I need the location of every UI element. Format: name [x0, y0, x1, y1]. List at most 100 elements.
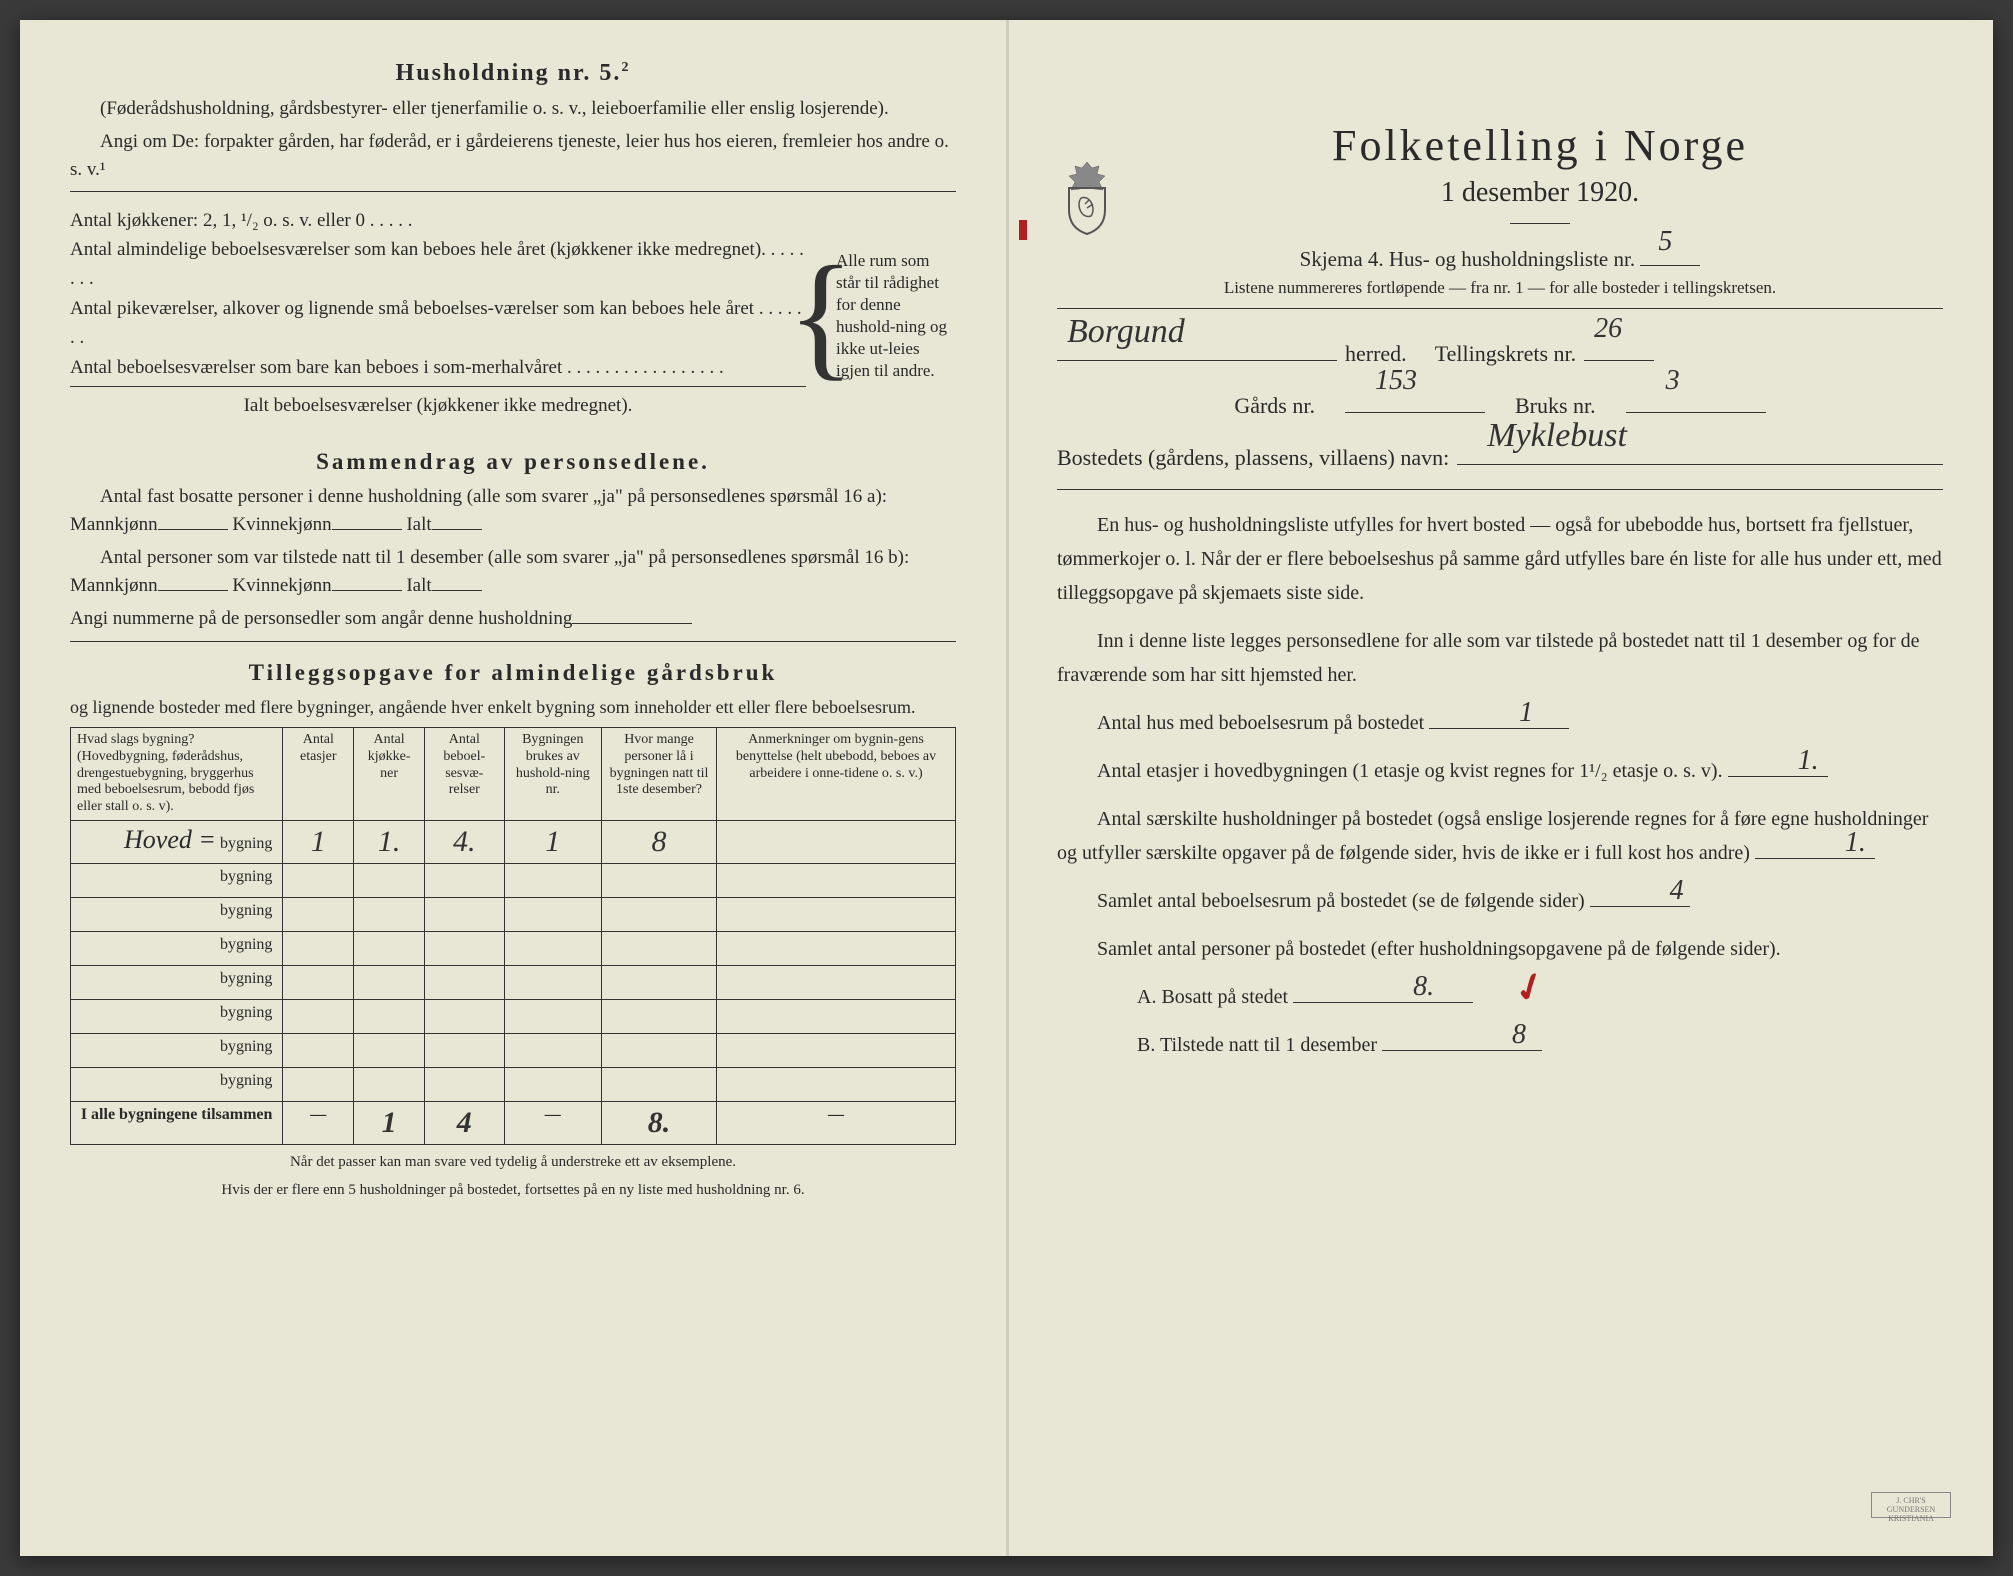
- tv1: 1: [354, 1102, 425, 1145]
- th-4: Bygningen brukes av hushold-ning nr.: [504, 728, 601, 821]
- title-rule: [1510, 223, 1570, 224]
- table-row: bygning: [71, 898, 956, 932]
- line-kjokkener: Antal kjøkkener: 2, 1, ¹/₂ o. s. v. elle…: [70, 206, 806, 235]
- line-sommer: Antal beboelsesværelser som bare kan beb…: [70, 353, 806, 382]
- tellingskrets-nr: 26: [1594, 313, 1622, 345]
- heading-sup: 2: [621, 60, 630, 75]
- coat-of-arms-icon: [1057, 160, 1117, 235]
- th-1: Antal etasjer: [283, 728, 354, 821]
- tv4: 8.: [601, 1102, 716, 1145]
- qB: B. Tilstede natt til 1 desember 8: [1057, 1028, 1943, 1062]
- herred-value: Borgund: [1067, 313, 1185, 351]
- heading-text: Husholdning nr. 5.: [396, 60, 622, 86]
- table-row: bygning: [71, 1068, 956, 1102]
- table-row: Hoved = bygning 1 1. 4. 1 8: [71, 821, 956, 864]
- q4-val: 4: [1630, 867, 1684, 915]
- qA: A. Bosatt på stedet 8. ✓: [1057, 980, 1943, 1014]
- left-heading: Husholdning nr. 5.2: [70, 60, 956, 87]
- s2c: Ialt: [406, 575, 431, 596]
- bruks-nr: 3: [1666, 365, 1680, 397]
- q4-lbl: Samlet antal beboelsesrum på bostedet (s…: [1097, 890, 1585, 912]
- listene-note: Listene nummereres fortløpende — fra nr.…: [1057, 278, 1943, 298]
- bosted-lbl: Bostedets (gårdens, plassens, villaens) …: [1057, 445, 1449, 471]
- q2-lbl: Antal etasjer i hovedbygningen (1 etasje…: [1097, 760, 1723, 782]
- q1-lbl: Antal hus med beboelsesrum på bostedet: [1097, 712, 1424, 734]
- tv3: —: [504, 1102, 601, 1145]
- line-alm: Antal almindelige beboelsesværelser som …: [70, 235, 806, 294]
- q5: Samlet antal personer på bostedet (efter…: [1057, 932, 1943, 966]
- table-row: bygning: [71, 864, 956, 898]
- building-table: Hvad slags bygning? (Hovedbygning, føder…: [70, 727, 956, 1145]
- herred-lbl: herred.: [1345, 341, 1407, 367]
- brace-glyph: {: [806, 202, 836, 431]
- q1-val: 1: [1479, 689, 1533, 737]
- bosted-value: Myklebust: [1487, 417, 1627, 455]
- r1c2: 1.: [354, 821, 425, 864]
- bosted-row: Bostedets (gårdens, plassens, villaens) …: [1057, 437, 1943, 471]
- tv5: —: [717, 1102, 956, 1145]
- th-2: Antal kjøkke-ner: [354, 728, 425, 821]
- para-1: En hus- og husholdningsliste utfylles fo…: [1057, 508, 1943, 610]
- r1c4: 1: [504, 821, 601, 864]
- table-row: bygning: [71, 932, 956, 966]
- intro-2: Angi om De: forpakter gården, har føderå…: [70, 128, 956, 185]
- s1c: Ialt: [406, 514, 431, 535]
- s1b: Kvinnekjønn: [232, 514, 331, 535]
- totals-lbl: I alle bygningene tilsammen: [71, 1102, 283, 1145]
- tillegg-title: Tilleggsopgave for almindelige gårdsbruk: [70, 660, 956, 686]
- row-suffix: bygning: [220, 835, 272, 852]
- gards-lbl: Gårds nr.: [1234, 393, 1315, 419]
- row1-hw: Hoved =: [124, 825, 216, 854]
- sammendrag-2: Antal personer som var tilstede natt til…: [70, 544, 956, 601]
- rs: bygning: [71, 1034, 283, 1068]
- rule-r1: [1057, 308, 1943, 309]
- qB-lbl: B. Tilstede natt til 1 desember: [1137, 1034, 1377, 1056]
- bruks-lbl: Bruks nr.: [1515, 393, 1596, 419]
- r1c6: [717, 821, 956, 864]
- q4: Samlet antal beboelsesrum på bostedet (s…: [1057, 884, 1943, 918]
- r1c5: 8: [601, 821, 716, 864]
- s1a: Antal fast bosatte personer i denne hush…: [70, 486, 887, 536]
- footnote-1: Når det passer kan man svare ved tydelig…: [70, 1153, 956, 1173]
- row1-label: Hoved = bygning: [71, 821, 283, 864]
- tillegg-sub: og lignende bosteder med flere bygninger…: [70, 694, 956, 721]
- intro-1: (Føderådshusholdning, gårdsbestyrer- ell…: [70, 95, 956, 124]
- sammendrag-title: Sammendrag av personsedlene.: [70, 449, 956, 475]
- q2: Antal etasjer i hovedbygningen (1 etasje…: [1057, 754, 1943, 788]
- th-5: Hvor mange personer lå i bygningen natt …: [601, 728, 716, 821]
- q3: Antal særskilte husholdninger på bostede…: [1057, 802, 1943, 870]
- r1c1: 1: [283, 821, 354, 864]
- table-row: bygning: [71, 1034, 956, 1068]
- skjema-lbl: Skjema 4. Hus- og husholdningsliste nr.: [1300, 247, 1635, 271]
- gards-nr: 153: [1375, 365, 1417, 397]
- rule-r2: [1057, 489, 1943, 490]
- th-3: Antal beboel-sesvæ-relser: [424, 728, 504, 821]
- right-page: Folketelling i Norge 1 desember 1920. Sk…: [1007, 20, 1993, 1556]
- s2a: Antal personer som var tilstede natt til…: [70, 547, 909, 597]
- tellingskrets-lbl: Tellingskrets nr.: [1435, 341, 1576, 367]
- qA-lbl: A. Bosatt på stedet: [1137, 986, 1288, 1008]
- gards-row: Gårds nr. 153 Bruks nr. 3: [1057, 385, 1943, 419]
- tv2: 4: [424, 1102, 504, 1145]
- rs: bygning: [71, 1000, 283, 1034]
- th-6: Anmerkninger om bygnin-gens benyttelse (…: [717, 728, 956, 821]
- th-0: Hvad slags bygning? (Hovedbygning, føder…: [71, 728, 283, 821]
- table-row: bygning: [71, 966, 956, 1000]
- printer-stamp: J. CHR'S GUNDERSENKRISTIANIA: [1871, 1492, 1951, 1518]
- s2b: Kvinnekjønn: [232, 575, 331, 596]
- tv0: —: [283, 1102, 354, 1145]
- rs: bygning: [71, 966, 283, 1000]
- line-ialt: Ialt beboelsesværelser (kjøkkener ikke m…: [70, 391, 806, 420]
- line-pike: Antal pikeværelser, alkover og lignende …: [70, 294, 806, 353]
- sub-date: 1 desember 1920.: [1137, 177, 1943, 209]
- skjema-line: Skjema 4. Hus- og husholdningsliste nr. …: [1057, 246, 1943, 272]
- qB-val: 8: [1432, 1011, 1526, 1059]
- skjema-nr: 5: [1658, 226, 1672, 258]
- r1c3: 4.: [424, 821, 504, 864]
- left-page: Husholdning nr. 5.2 (Føderådshusholdning…: [20, 20, 1007, 1556]
- footnote-2: Hvis der er flere enn 5 husholdninger på…: [70, 1181, 956, 1201]
- census-document: Husholdning nr. 5.2 (Føderådshusholdning…: [20, 20, 1993, 1556]
- room-lines-group: Antal kjøkkener: 2, 1, ¹/₂ o. s. v. elle…: [70, 202, 956, 431]
- table-row: bygning: [71, 1000, 956, 1034]
- totals-row: I alle bygningene tilsammen — 1 4 — 8. —: [71, 1102, 956, 1145]
